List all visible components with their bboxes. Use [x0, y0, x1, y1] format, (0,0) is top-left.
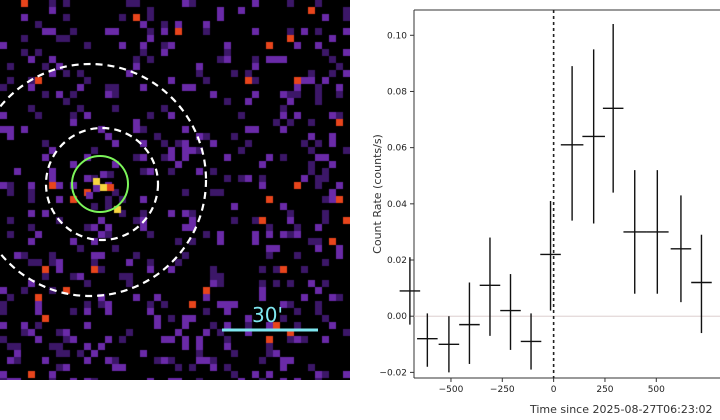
y-tick-label: 0.04	[387, 200, 407, 210]
x-tick-label: 0	[551, 385, 557, 395]
data-point	[399, 257, 421, 325]
y-tick-label: 0.02	[387, 256, 407, 266]
inner-background-annulus	[44, 126, 160, 242]
x-tick-label: 250	[596, 385, 613, 395]
data-point	[417, 313, 438, 367]
y-axis-ticks: −0.02 0.00 0.02 0.04 0.06 0.08 0.10	[379, 31, 414, 378]
data-point	[540, 201, 561, 311]
y-tick-label: 0.10	[387, 31, 407, 41]
data-point	[479, 237, 501, 336]
data-point	[602, 24, 624, 193]
sky-pixel-map	[0, 0, 350, 380]
data-point	[623, 170, 647, 294]
data-point	[646, 170, 669, 294]
y-axis-label: Count Rate (counts/s)	[371, 134, 384, 254]
data-points	[399, 24, 712, 373]
outer-background-annulus	[0, 62, 208, 298]
y-tick-label: −0.02	[379, 368, 407, 378]
data-point	[560, 66, 584, 221]
data-point	[520, 313, 542, 370]
x-tick-label: −250	[490, 385, 515, 395]
y-tick-label: 0.00	[387, 312, 407, 322]
data-point	[459, 282, 480, 364]
y-tick-label: 0.06	[387, 144, 407, 154]
data-point	[691, 234, 712, 334]
x-axis-label: Time since 2025-08-27T06:23:02	[529, 403, 713, 416]
source-region-circle	[71, 155, 129, 213]
data-point	[438, 316, 460, 373]
y-tick-label: 0.08	[387, 87, 407, 97]
data-point	[670, 195, 692, 303]
x-tick-label: −500	[439, 385, 464, 395]
scale-bar-label: 30'	[252, 303, 283, 327]
region-overlay: 30'	[0, 62, 318, 332]
data-point	[582, 49, 605, 224]
sky-image-panel: 30'	[0, 0, 350, 380]
data-point	[500, 274, 521, 350]
plot-frame	[413, 9, 720, 379]
x-axis-ticks: −500 −250 0 250 500	[439, 378, 665, 395]
x-tick-label: 500	[648, 385, 665, 395]
